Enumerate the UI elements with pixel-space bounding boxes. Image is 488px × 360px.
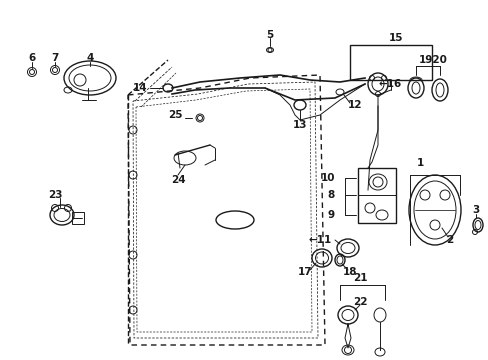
Text: 12: 12 bbox=[347, 100, 362, 110]
Text: 13: 13 bbox=[292, 120, 306, 130]
Text: 3: 3 bbox=[471, 205, 479, 215]
Bar bbox=[349, 45, 431, 80]
Text: 15: 15 bbox=[388, 33, 403, 43]
Text: 7: 7 bbox=[51, 53, 59, 63]
Bar bbox=[72, 212, 84, 224]
Text: 22: 22 bbox=[352, 297, 366, 307]
Text: 18: 18 bbox=[342, 267, 357, 277]
Text: 10: 10 bbox=[320, 173, 334, 183]
Text: ←16: ←16 bbox=[378, 79, 401, 89]
Text: 24: 24 bbox=[170, 175, 185, 185]
Text: 1920: 1920 bbox=[418, 55, 447, 65]
Text: 5: 5 bbox=[266, 30, 273, 40]
Text: 2: 2 bbox=[446, 235, 453, 245]
Text: 23: 23 bbox=[48, 190, 62, 200]
Text: 6: 6 bbox=[28, 53, 36, 63]
Text: 9: 9 bbox=[327, 210, 334, 220]
Text: 14: 14 bbox=[132, 83, 147, 93]
Bar bbox=[357, 168, 395, 223]
Text: 4: 4 bbox=[86, 53, 94, 63]
Text: ←11: ←11 bbox=[308, 235, 331, 245]
Text: 25: 25 bbox=[167, 110, 182, 120]
Text: 17: 17 bbox=[297, 267, 312, 277]
Text: 8: 8 bbox=[327, 190, 334, 200]
Text: 1: 1 bbox=[415, 158, 423, 168]
Text: 21: 21 bbox=[352, 273, 366, 283]
